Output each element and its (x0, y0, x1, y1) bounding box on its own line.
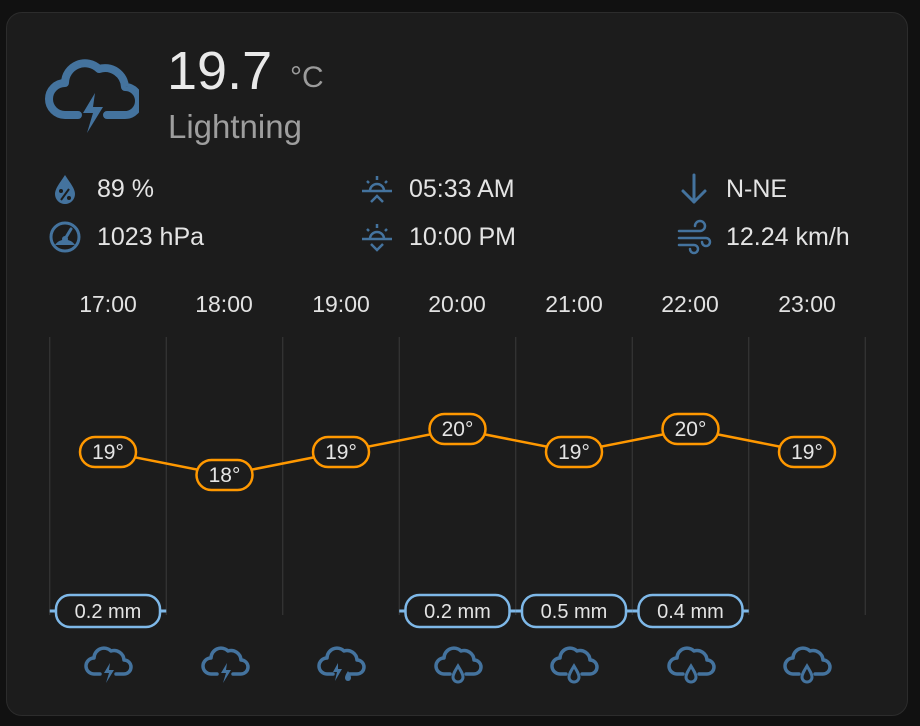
weather-rainy-icon (549, 641, 599, 685)
forecast-chart: 19° 18° 19° 20° 19° 20° 19° 0.2 mm 0.2 mm 0.5 mm 0… (49, 337, 866, 629)
wind-direction-value: N-NE (726, 174, 788, 203)
temperature-point (311, 435, 371, 469)
weather-card[interactable]: 19.7 °C Lightning 89 % 1023 hPa 0 (6, 12, 908, 716)
sunset-value: 10:00 PM (409, 222, 517, 251)
precipitation-label: 0.5 mm (541, 601, 608, 623)
temperature-point (428, 412, 487, 446)
temperature-point (544, 435, 604, 469)
precipitation-label: 0.2 mm (75, 601, 142, 623)
temperature-label: 19° (558, 441, 590, 464)
forecast-time-label: 23:00 (778, 291, 836, 317)
forecast-time-label: 17:00 (79, 291, 137, 317)
weather-rainy-icon (782, 641, 832, 685)
precipitation-pill (404, 593, 511, 629)
wind-direction-attribute: N-NE (676, 171, 787, 207)
weather-rainy-icon (433, 641, 483, 685)
temperature-point (661, 412, 720, 446)
pressure-attribute: 1023 hPa (47, 219, 204, 255)
humidity-attribute: 89 % (47, 171, 154, 207)
sunrise-icon (362, 176, 392, 203)
temperature-label: 20° (675, 418, 707, 441)
temperature-point (78, 435, 138, 469)
precipitation-pill (520, 593, 628, 629)
temperature-label: 19° (791, 441, 823, 464)
forecast-time-label: 22:00 (661, 291, 719, 317)
weather-windy-icon (677, 219, 712, 255)
pressure-value: 1023 hPa (97, 222, 205, 251)
sunrise-attribute: 05:33 AM (359, 171, 515, 207)
weather-lightning-icon (200, 641, 250, 685)
temperature-point (777, 435, 837, 469)
arrow-down-icon (681, 173, 707, 204)
current-temperature: 19.7 (167, 41, 273, 101)
sunset-attribute: 10:00 PM (359, 219, 516, 255)
temperature-unit: °C (290, 61, 324, 94)
temperature-label: 19° (92, 441, 124, 464)
sunrise-value: 05:33 AM (409, 174, 515, 203)
humidity-value: 89 % (97, 174, 154, 203)
wind-speed-attribute: 12.24 km/h (676, 219, 850, 255)
precipitation-label: 0.4 mm (657, 601, 724, 623)
sunset-icon (362, 224, 392, 252)
water-percent-icon (55, 175, 75, 204)
temperature-label: 20° (442, 418, 474, 441)
forecast-time-label: 20:00 (428, 291, 486, 317)
lightning-cloud-icon (45, 59, 139, 133)
forecast-time-label: 18:00 (195, 291, 253, 317)
forecast-time-label: 21:00 (545, 291, 603, 317)
temperature-point (195, 458, 254, 492)
temperature-label: 19° (325, 441, 357, 464)
weather-lightning-icon (83, 641, 133, 685)
forecast-time-label: 19:00 (312, 291, 370, 317)
weather-rainy-icon (666, 641, 716, 685)
wind-speed-value: 12.24 km/h (726, 222, 850, 251)
precipitation-label: 0.2 mm (424, 601, 491, 623)
precipitation-pill (637, 593, 744, 629)
weather-lightning-rainy-icon (316, 641, 366, 685)
current-condition: Lightning (168, 108, 302, 145)
temperature-label: 18° (209, 464, 241, 487)
gauge-icon (49, 221, 81, 253)
precipitation-pill (54, 593, 162, 629)
